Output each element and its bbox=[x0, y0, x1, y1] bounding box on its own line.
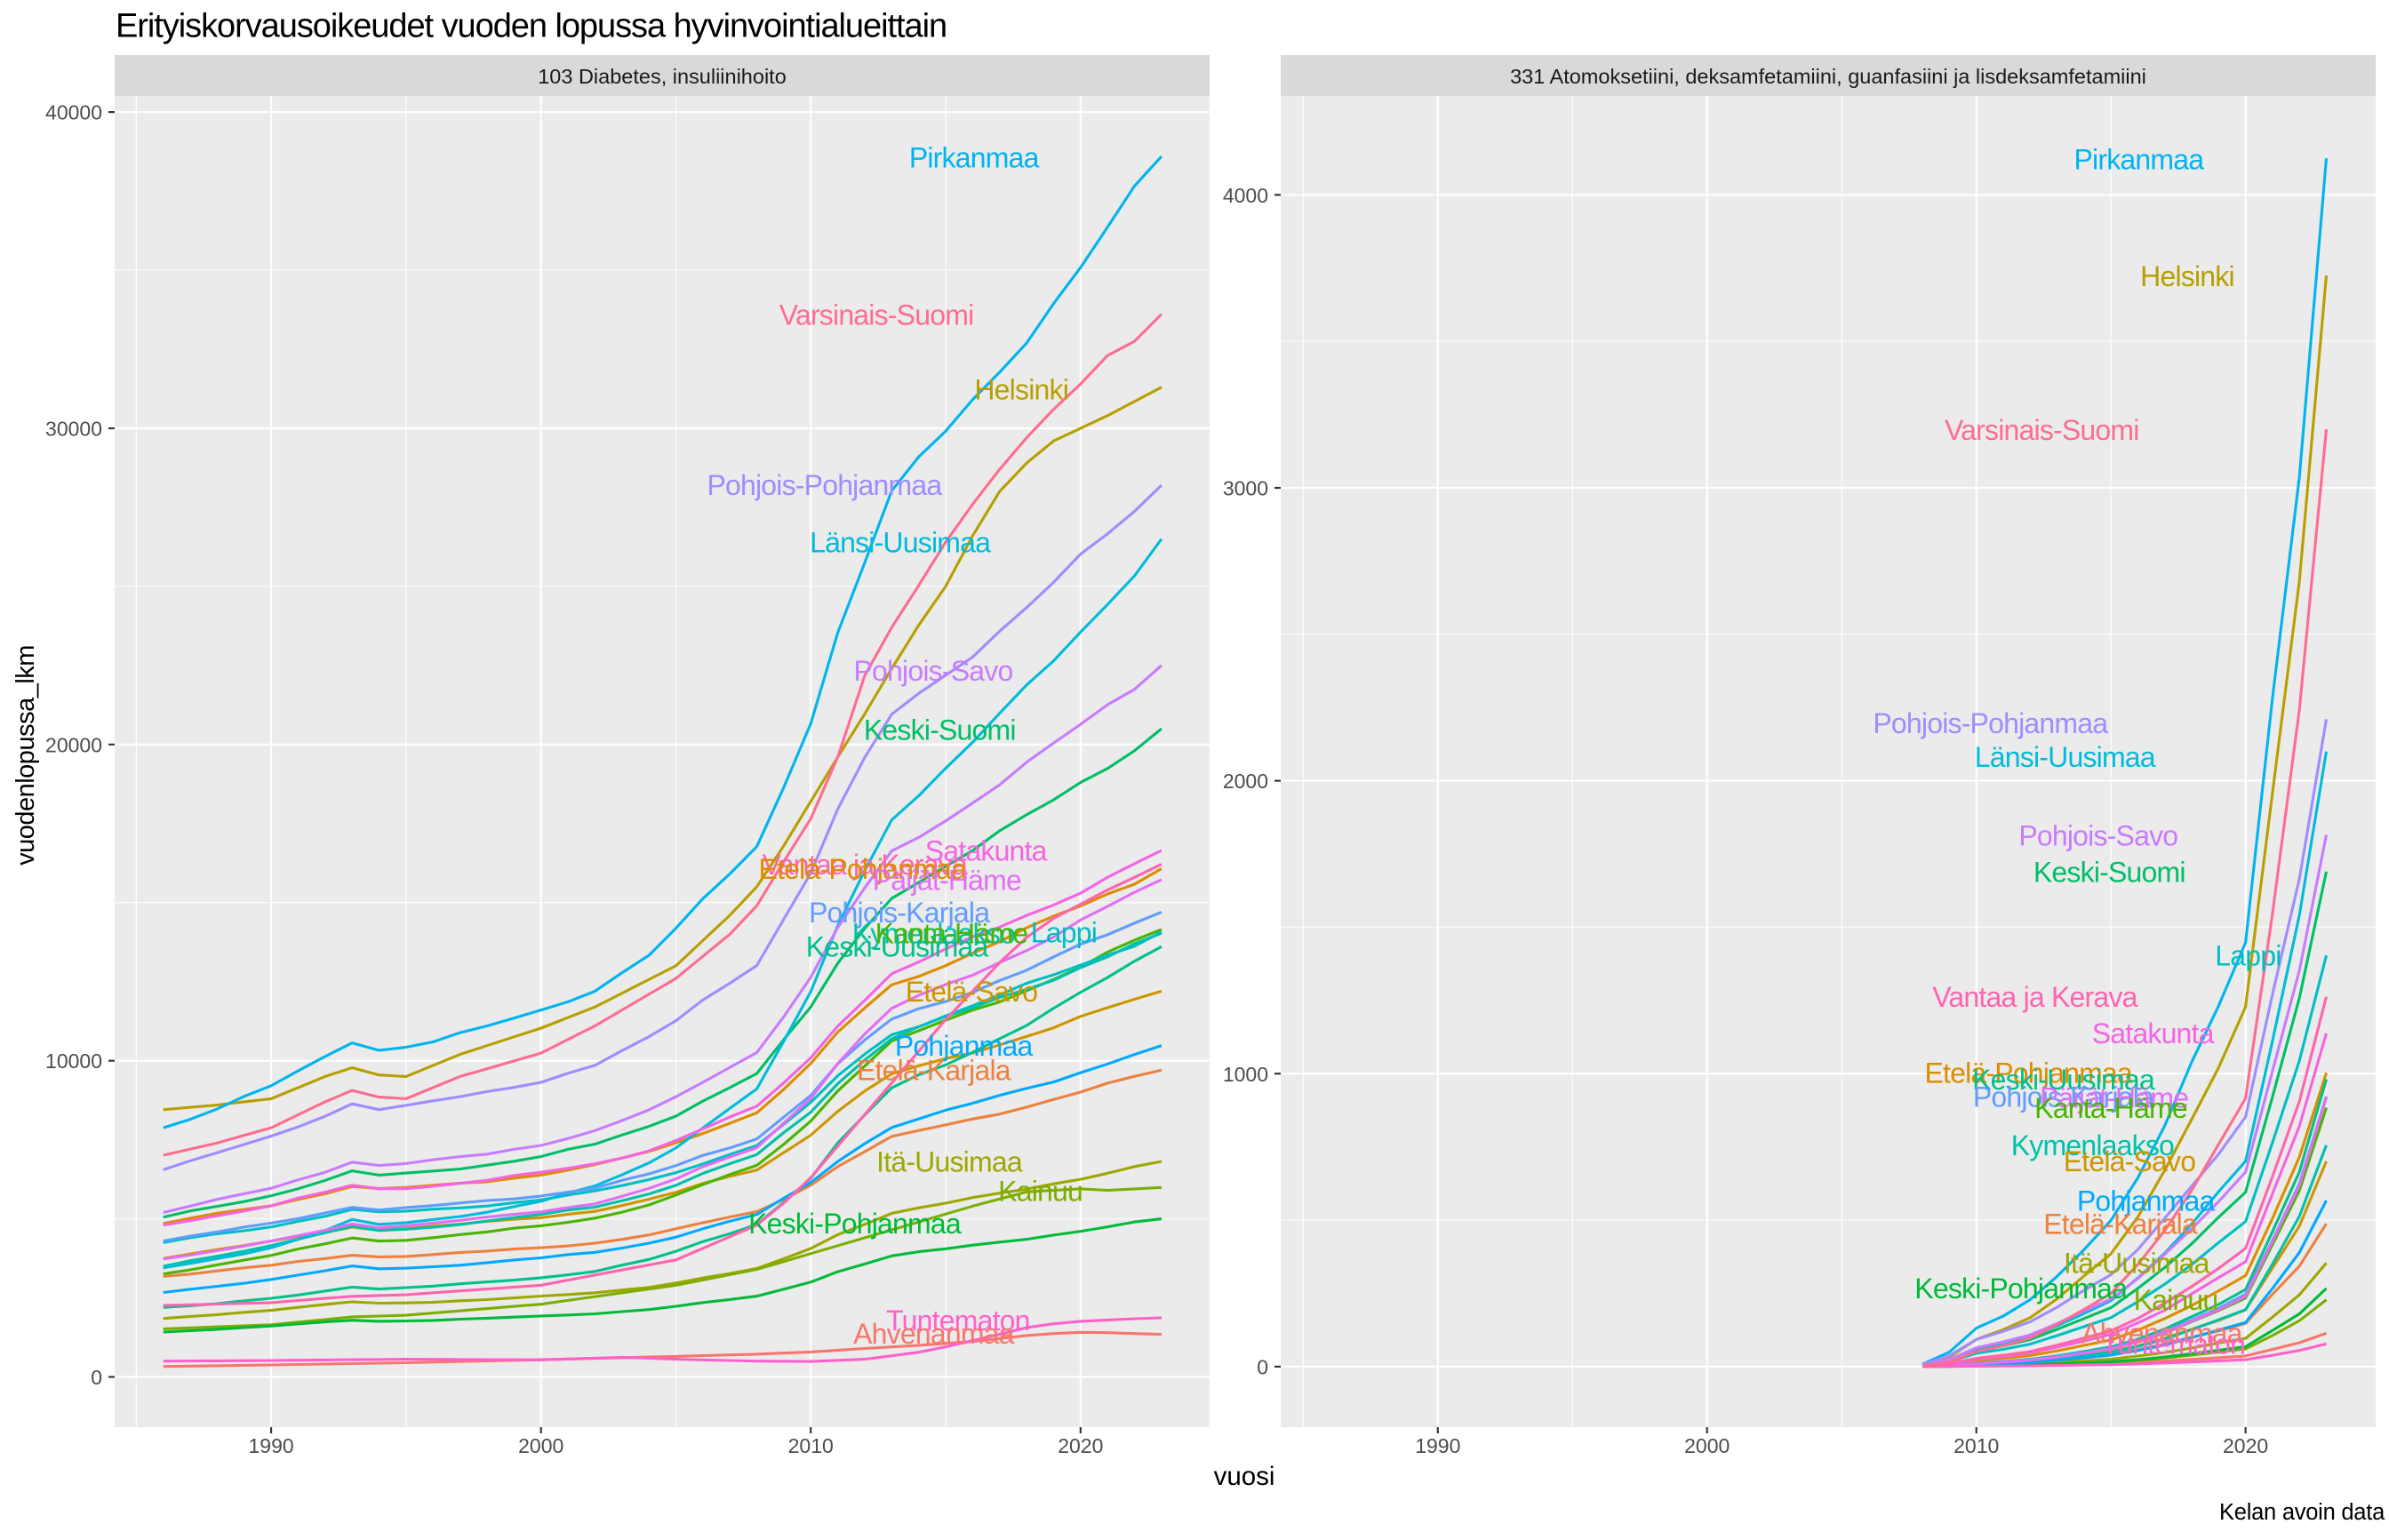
svg-text:Itä-Uusimaa: Itä-Uusimaa bbox=[2064, 1248, 2210, 1280]
svg-text:0: 0 bbox=[1257, 1355, 1268, 1378]
svg-text:Kainuu: Kainuu bbox=[998, 1176, 1083, 1208]
svg-text:Lappi: Lappi bbox=[1031, 916, 1097, 948]
svg-text:Länsi-Uusimaa: Länsi-Uusimaa bbox=[1975, 741, 2156, 773]
svg-text:Keski-Pohjanmaa: Keski-Pohjanmaa bbox=[748, 1208, 962, 1240]
svg-text:Helsinki: Helsinki bbox=[2140, 260, 2234, 292]
svg-text:2010: 2010 bbox=[788, 1434, 834, 1457]
svg-text:Päijät-Häme: Päijät-Häme bbox=[873, 865, 1021, 897]
svg-text:Keski-Suomi: Keski-Suomi bbox=[2033, 857, 2185, 889]
svg-text:Kelan avoin data: Kelan avoin data bbox=[2219, 1500, 2385, 1525]
svg-text:1990: 1990 bbox=[1415, 1434, 1460, 1457]
svg-text:Tuntematon: Tuntematon bbox=[2102, 1329, 2246, 1360]
svg-text:2000: 2000 bbox=[1684, 1434, 1730, 1457]
svg-text:Etelä-Karjala: Etelä-Karjala bbox=[2043, 1208, 2198, 1240]
svg-text:vuodenlopussa_lkm: vuodenlopussa_lkm bbox=[12, 645, 40, 866]
svg-text:0: 0 bbox=[91, 1366, 102, 1389]
svg-text:Etelä-Pohjanmaa: Etelä-Pohjanmaa bbox=[759, 853, 967, 885]
svg-text:Etelä-Savo: Etelä-Savo bbox=[906, 976, 1038, 1008]
svg-text:Keski-Pohjanmaa: Keski-Pohjanmaa bbox=[1914, 1273, 2128, 1305]
svg-text:Vantaa ja Kerava: Vantaa ja Kerava bbox=[1932, 981, 2137, 1013]
svg-text:Pohjanmaa: Pohjanmaa bbox=[2077, 1185, 2216, 1217]
svg-text:Etelä-Savo: Etelä-Savo bbox=[2064, 1145, 2196, 1177]
svg-text:Itä-Uusimaa: Itä-Uusimaa bbox=[876, 1146, 1023, 1178]
svg-text:Pohjois-Savo: Pohjois-Savo bbox=[854, 655, 1013, 687]
svg-text:3000: 3000 bbox=[1223, 477, 1268, 500]
svg-text:40000: 40000 bbox=[45, 101, 102, 124]
svg-text:Pohjanmaa: Pohjanmaa bbox=[895, 1030, 1034, 1062]
svg-text:Kymenlaakso: Kymenlaakso bbox=[2011, 1129, 2174, 1161]
svg-text:10000: 10000 bbox=[45, 1049, 102, 1073]
svg-text:Keski-Suomi: Keski-Suomi bbox=[864, 714, 1016, 746]
svg-text:Pohjois-Pohjanmaa: Pohjois-Pohjanmaa bbox=[707, 469, 942, 501]
svg-text:331 Atomoksetiini, deksamfetam: 331 Atomoksetiini, deksamfetamiini, guan… bbox=[1510, 65, 2146, 88]
svg-text:2020: 2020 bbox=[1058, 1434, 1103, 1457]
svg-text:Pohjois-Savo: Pohjois-Savo bbox=[2018, 819, 2177, 851]
svg-text:vuosi: vuosi bbox=[1214, 1462, 1275, 1491]
svg-text:Keski-Uusimaa: Keski-Uusimaa bbox=[806, 931, 989, 963]
svg-text:Pirkanmaa: Pirkanmaa bbox=[909, 141, 1040, 173]
svg-text:2000: 2000 bbox=[1223, 770, 1268, 793]
svg-text:Pohjois-Karjala: Pohjois-Karjala bbox=[809, 897, 990, 929]
svg-text:Lappi: Lappi bbox=[2215, 940, 2281, 972]
svg-text:103 Diabetes, insuliinihoito: 103 Diabetes, insuliinihoito bbox=[538, 65, 787, 88]
svg-text:Kainuu: Kainuu bbox=[2134, 1284, 2218, 1316]
svg-text:2010: 2010 bbox=[1954, 1434, 1999, 1457]
svg-text:Tuntematon: Tuntematon bbox=[886, 1305, 1030, 1337]
svg-text:Satakunta: Satakunta bbox=[2092, 1017, 2215, 1049]
svg-text:Varsinais-Suomi: Varsinais-Suomi bbox=[1945, 414, 2139, 446]
svg-text:Päijät-Häme: Päijät-Häme bbox=[2040, 1082, 2188, 1114]
svg-text:2020: 2020 bbox=[2223, 1434, 2268, 1457]
svg-text:Helsinki: Helsinki bbox=[974, 374, 1068, 406]
svg-text:Ahvenanmaa: Ahvenanmaa bbox=[853, 1318, 1015, 1350]
svg-text:2000: 2000 bbox=[518, 1434, 563, 1457]
svg-text:Varsinais-Suomi: Varsinais-Suomi bbox=[779, 299, 974, 331]
svg-text:Vantaa ja Kerava: Vantaa ja Kerava bbox=[763, 849, 968, 881]
svg-text:4000: 4000 bbox=[1223, 184, 1268, 207]
svg-text:Erityiskorvausoikeudet vuoden: Erityiskorvausoikeudet vuoden lopussa hy… bbox=[116, 8, 947, 45]
svg-text:Etelä-Pohjanmaa: Etelä-Pohjanmaa bbox=[1924, 1057, 2132, 1089]
svg-text:Pohjois-Pohjanmaa: Pohjois-Pohjanmaa bbox=[1873, 707, 2108, 739]
svg-text:Etelä-Karjala: Etelä-Karjala bbox=[857, 1055, 1011, 1087]
svg-text:Länsi-Uusimaa: Länsi-Uusimaa bbox=[810, 526, 991, 558]
svg-text:Kanta-Häme: Kanta-Häme bbox=[2034, 1092, 2187, 1124]
svg-text:Kanta-Häme: Kanta-Häme bbox=[875, 918, 1028, 950]
svg-text:Pohjois-Karjala: Pohjois-Karjala bbox=[1973, 1081, 2154, 1113]
svg-text:Ahvenanmaa: Ahvenanmaa bbox=[2081, 1318, 2243, 1350]
svg-text:30000: 30000 bbox=[45, 418, 102, 441]
svg-text:20000: 20000 bbox=[45, 733, 102, 756]
svg-text:Keski-Uusimaa: Keski-Uusimaa bbox=[1972, 1064, 2155, 1096]
svg-text:1990: 1990 bbox=[249, 1434, 294, 1457]
svg-text:Satakunta: Satakunta bbox=[925, 835, 1048, 867]
svg-text:Kymenlaakso: Kymenlaakso bbox=[852, 918, 1015, 950]
svg-text:1000: 1000 bbox=[1223, 1063, 1268, 1086]
svg-text:Pirkanmaa: Pirkanmaa bbox=[2074, 144, 2205, 176]
